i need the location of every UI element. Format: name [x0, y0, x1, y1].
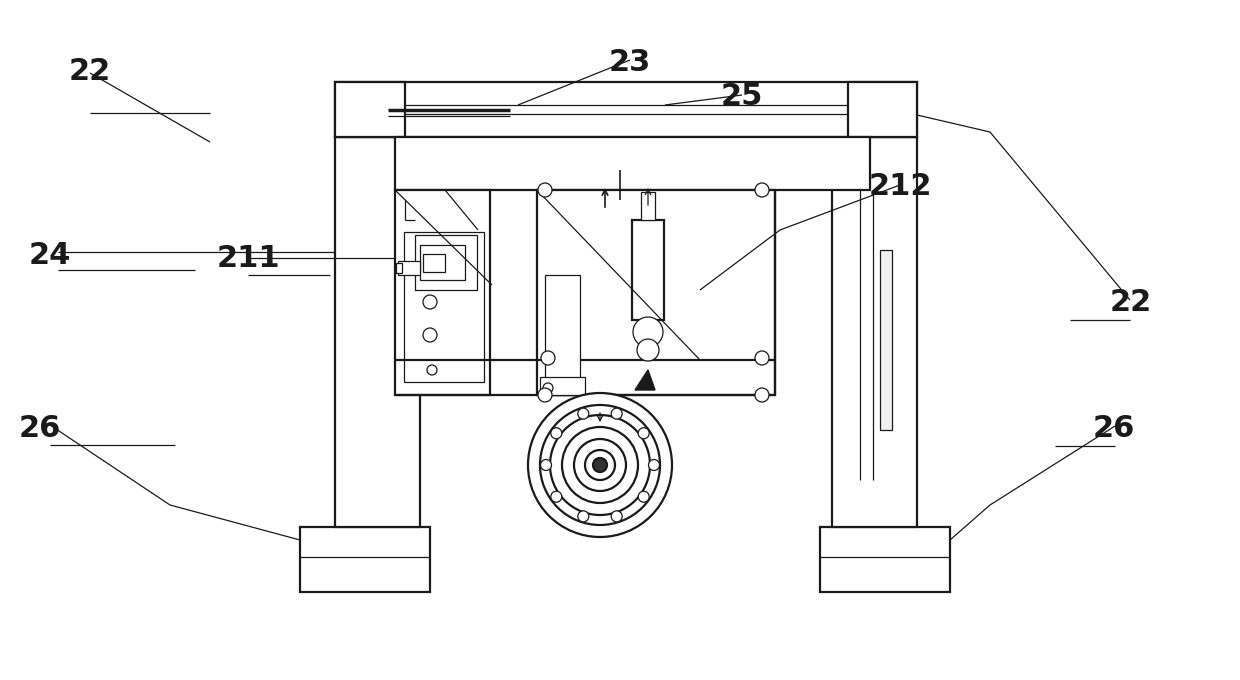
Circle shape: [562, 427, 639, 503]
Circle shape: [611, 408, 622, 419]
Text: 26: 26: [1092, 414, 1135, 443]
Circle shape: [611, 511, 622, 522]
Circle shape: [755, 183, 769, 197]
Bar: [404, 232, 484, 382]
Text: 22: 22: [1110, 288, 1152, 317]
Text: 211: 211: [216, 244, 280, 273]
Circle shape: [541, 351, 556, 365]
Circle shape: [551, 428, 562, 439]
Circle shape: [593, 458, 608, 472]
Circle shape: [528, 393, 672, 537]
Text: 212: 212: [868, 172, 932, 201]
Circle shape: [639, 491, 650, 503]
Circle shape: [578, 511, 589, 522]
Bar: [832, 137, 918, 527]
Circle shape: [755, 388, 769, 402]
Bar: [335, 82, 405, 137]
Circle shape: [632, 317, 663, 347]
Bar: [880, 250, 892, 430]
Text: 23: 23: [609, 48, 651, 77]
Circle shape: [423, 295, 436, 309]
Circle shape: [639, 428, 650, 439]
Bar: [423, 254, 445, 272]
Bar: [398, 261, 420, 275]
Circle shape: [427, 365, 436, 375]
Circle shape: [539, 405, 660, 525]
Bar: [641, 192, 655, 220]
Bar: [632, 220, 663, 320]
Bar: [415, 235, 477, 290]
Text: 24: 24: [29, 241, 71, 269]
Circle shape: [574, 439, 626, 491]
Polygon shape: [635, 370, 655, 390]
Bar: [583, 412, 618, 430]
Circle shape: [551, 491, 562, 503]
Circle shape: [538, 388, 552, 402]
Circle shape: [637, 339, 658, 361]
Circle shape: [755, 351, 769, 365]
Circle shape: [538, 183, 552, 197]
Bar: [848, 82, 918, 137]
Bar: [335, 82, 918, 137]
Circle shape: [578, 408, 589, 419]
Bar: [546, 275, 580, 395]
Bar: [537, 190, 775, 395]
Bar: [396, 137, 870, 190]
Circle shape: [543, 383, 553, 393]
Bar: [300, 527, 430, 592]
Circle shape: [541, 460, 552, 471]
Text: 25: 25: [720, 82, 763, 111]
Text: 26: 26: [19, 414, 61, 443]
Circle shape: [423, 328, 436, 342]
Circle shape: [649, 460, 660, 471]
Bar: [820, 527, 950, 592]
Bar: [396, 190, 490, 395]
Bar: [396, 263, 402, 273]
Text: 22: 22: [68, 57, 110, 86]
Circle shape: [551, 415, 650, 515]
Circle shape: [585, 450, 615, 480]
Bar: [420, 245, 465, 280]
Bar: [335, 137, 420, 527]
Bar: [539, 377, 585, 395]
